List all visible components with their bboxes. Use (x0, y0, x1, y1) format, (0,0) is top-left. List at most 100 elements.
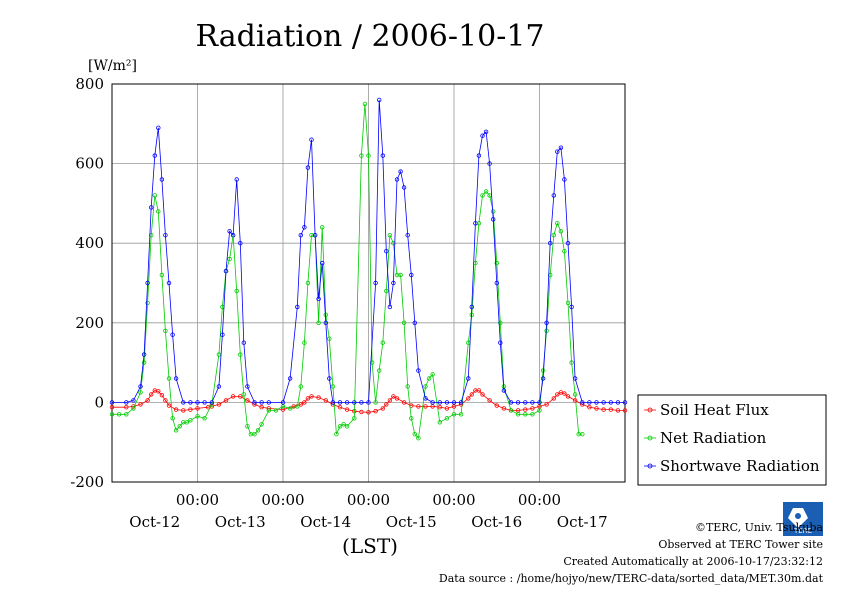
data-point (394, 177, 400, 182)
data-point (163, 398, 168, 403)
data-point (238, 352, 243, 357)
data-point (476, 153, 482, 158)
data-point (562, 391, 567, 396)
x-tick-label: 00:00 (432, 491, 475, 509)
data-point (444, 416, 450, 421)
data-point (280, 404, 286, 409)
y-tick-label: 800 (75, 75, 104, 93)
data-point (409, 272, 414, 278)
data-point (330, 400, 336, 405)
data-point (487, 161, 492, 166)
data-point (280, 400, 286, 405)
data-point (498, 320, 503, 325)
footer-created: Created Automatically at 2006-10-17/23:3… (563, 555, 823, 568)
data-point (266, 400, 271, 405)
data-point (166, 280, 172, 286)
data-point (344, 400, 350, 405)
data-point (523, 412, 528, 417)
data-point (384, 288, 389, 294)
data-point (188, 400, 193, 405)
data-point (305, 280, 311, 286)
data-point (195, 406, 200, 411)
data-point (202, 400, 207, 405)
data-point (608, 407, 613, 412)
data-point (558, 145, 564, 150)
data-point (601, 400, 606, 405)
series-line (112, 390, 625, 413)
data-point (156, 389, 161, 394)
data-point (451, 404, 457, 409)
data-point (622, 400, 628, 405)
data-point (594, 406, 599, 411)
data-point (380, 406, 385, 411)
data-point (323, 320, 328, 325)
data-point (377, 368, 382, 373)
data-point (537, 400, 542, 405)
data-point (352, 416, 357, 421)
data-point (148, 232, 154, 238)
data-point (227, 229, 232, 234)
data-point (494, 403, 499, 408)
data-point (540, 376, 546, 381)
data-point (159, 272, 165, 278)
data-point (387, 304, 393, 310)
data-point (423, 384, 428, 389)
data-point (166, 403, 172, 408)
data-point (359, 153, 364, 158)
plot-frame (111, 83, 626, 483)
data-point (380, 340, 385, 345)
series-layer (109, 97, 628, 441)
data-point (138, 390, 143, 395)
data-point (401, 320, 407, 325)
data-point (444, 406, 450, 411)
data-point (569, 304, 574, 310)
data-point (558, 229, 564, 234)
data-point (391, 394, 396, 399)
data-point (523, 400, 528, 405)
data-point (384, 248, 389, 254)
y-axis-ticks: -200 0 200 400 600 800 (70, 75, 104, 491)
data-point (344, 424, 350, 429)
y-tick-label: -200 (70, 473, 104, 491)
x-day-label: Oct-12 (129, 513, 180, 531)
logo-text: TERC (793, 527, 812, 535)
data-point (458, 400, 464, 405)
series-line (112, 99, 625, 403)
x-tick-label: 00:00 (518, 491, 561, 509)
series-net-radiation (109, 101, 585, 441)
data-point (177, 424, 182, 429)
data-point (480, 392, 485, 397)
data-point (508, 408, 514, 413)
data-point (298, 384, 303, 389)
y-tick-label: 200 (75, 314, 104, 332)
data-point (409, 416, 414, 421)
data-point (580, 400, 585, 405)
data-point (487, 398, 492, 403)
data-point (184, 420, 189, 425)
x-day-label: Oct-16 (471, 513, 522, 531)
data-point (173, 407, 179, 412)
data-point (594, 400, 599, 405)
data-point (216, 384, 222, 389)
data-point (373, 400, 378, 405)
data-point (116, 412, 122, 417)
data-point (555, 149, 560, 154)
data-point (565, 300, 571, 306)
x-day-label: Oct-13 (215, 513, 266, 531)
data-point (327, 376, 332, 381)
data-point (152, 153, 157, 158)
data-point (337, 400, 343, 405)
x-day-label: Oct-17 (557, 513, 608, 531)
data-point (223, 268, 229, 274)
data-point (295, 404, 300, 409)
data-point (323, 398, 328, 403)
data-point (138, 384, 143, 389)
data-point (170, 332, 175, 337)
x-tick-label: 00:00 (347, 491, 390, 509)
data-point (334, 432, 339, 437)
footer-copyright: ©TERC, Univ. Tsukuba (695, 521, 823, 534)
data-point (466, 396, 471, 401)
data-point (423, 396, 428, 401)
data-point (572, 376, 578, 381)
